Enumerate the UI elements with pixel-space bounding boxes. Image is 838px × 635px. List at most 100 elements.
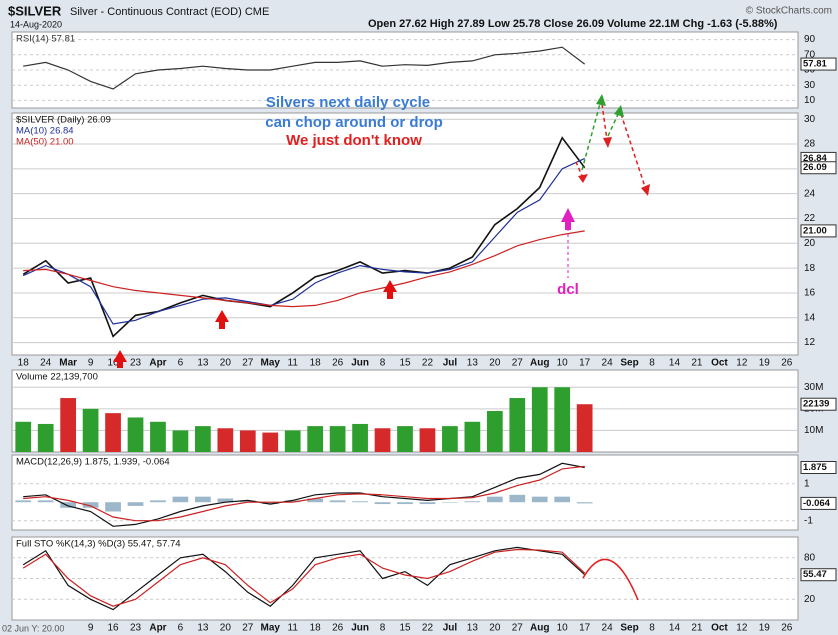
legend-entry: Full STO %K(14,3) %D(3) 55.47, 57.74 (16, 539, 181, 550)
y-tick-label: 28 (804, 139, 816, 150)
x-tick-label: May (261, 623, 281, 634)
instrument-name: Silver - Continuous Contract (EOD) CME (70, 6, 269, 18)
x-tick-label: 12 (736, 358, 748, 369)
x-tick-label: 23 (130, 358, 142, 369)
x-tick-label: 19 (759, 358, 771, 369)
x-tick-label: 20 (220, 358, 232, 369)
y-tick-label: -1 (804, 515, 813, 526)
low-arrow (113, 350, 127, 368)
y-tick-label: 20 (804, 238, 816, 249)
quote: Open 27.62 High 27.89 Low 25.78 Close 26… (368, 18, 778, 30)
bar (374, 428, 391, 452)
x-tick-label: 19 (759, 623, 771, 634)
x-tick-label: Jun (351, 623, 369, 634)
series-line (22, 546, 586, 611)
x-tick-label: 20 (220, 623, 232, 634)
x-tick-label: 6 (178, 623, 184, 634)
bar (352, 501, 368, 503)
x-tick-label: 17 (579, 358, 591, 369)
series-line (23, 465, 585, 522)
x-tick-label: Jul (443, 623, 458, 634)
annotation: Silvers next daily cycle (266, 94, 430, 111)
x-tick-label: 24 (602, 623, 614, 634)
x-tick-label: 15 (399, 623, 411, 634)
symbol: $SILVER (8, 3, 62, 18)
bar (217, 428, 234, 452)
bar (442, 426, 458, 452)
bar (509, 494, 526, 503)
value-tag-label: -0.064 (803, 498, 831, 509)
bar (464, 421, 481, 452)
x-tick-label: 18 (18, 358, 30, 369)
bar (105, 502, 121, 512)
legend-entry: RSI(14) 57.81 (16, 34, 75, 45)
forecast-heads (578, 94, 650, 196)
bar (329, 426, 346, 452)
bar (442, 502, 458, 503)
x-tick-label: Apr (149, 623, 166, 634)
annotation: dcl (557, 281, 579, 298)
x-tick-label: 9 (88, 358, 94, 369)
x-tick-label: Sep (620, 623, 638, 634)
bar (486, 411, 503, 452)
low-arrow (383, 280, 397, 299)
x-tick-label: 18 (310, 358, 322, 369)
bar (374, 502, 391, 505)
y-tick-label: 1 (804, 478, 810, 489)
bar (307, 498, 324, 503)
value-tag (800, 496, 837, 510)
bar (150, 421, 166, 452)
x-tick-label: 20 (489, 358, 501, 369)
x-tick-label: 21 (691, 623, 703, 634)
value-tag-label: 1.875 (803, 462, 827, 473)
x-tick-label: 13 (197, 623, 209, 634)
x-tick-label: 10 (557, 358, 569, 369)
bar (105, 413, 121, 452)
x-tick-label: 24 (40, 358, 52, 369)
x-tick-label: 16 (107, 358, 119, 369)
bar (195, 496, 211, 503)
bar (486, 496, 503, 503)
bar (509, 398, 526, 452)
annotation: can chop around or drop (265, 114, 443, 131)
value-tag (800, 57, 837, 71)
bar (307, 426, 324, 452)
x-tick-label: 14 (669, 623, 681, 634)
bar (239, 430, 256, 452)
y-tick-label: 24 (804, 188, 816, 199)
bar (554, 496, 571, 503)
bar (284, 430, 301, 452)
x-tick-label: 27 (512, 623, 524, 634)
y-tick-label: 30 (804, 114, 816, 125)
value-tag (800, 397, 837, 411)
y-tick-label: 22 (804, 213, 816, 224)
legend-entry: MACD(12,26,9) 1.875, 1.939, -0.064 (16, 457, 170, 468)
bar (531, 387, 548, 452)
x-tick-label: 26 (781, 623, 793, 634)
bar (419, 428, 436, 452)
x-tick-label: 8 (649, 358, 655, 369)
annotation: We just don't know (286, 132, 422, 149)
x-tick-label: 14 (669, 358, 681, 369)
bar (127, 502, 144, 506)
x-tick-label: 11 (288, 623, 299, 634)
bar (37, 500, 54, 503)
x-tick-label: 24 (602, 358, 614, 369)
x-tick-label: 8 (380, 623, 386, 634)
x-tick-label: 11 (288, 358, 299, 369)
legend-entry: $SILVER (Daily) 26.09 (16, 115, 111, 126)
x-tick-label: 21 (691, 358, 703, 369)
x-tick-label: 6 (178, 358, 184, 369)
bar (82, 502, 99, 508)
x-tick-label: 20 (489, 623, 501, 634)
y-tick-label: 80 (804, 552, 816, 563)
x-tick-label: 26 (781, 358, 793, 369)
bar (329, 500, 346, 503)
legend-entry: MA(10) 26.84 (16, 126, 74, 137)
bar (37, 423, 54, 452)
legend-entry: Volume 22,139,700 (16, 372, 98, 383)
y-tick-label: 30M (804, 382, 823, 393)
series-line (22, 157, 585, 325)
x-tick-label: Oct (711, 623, 728, 634)
